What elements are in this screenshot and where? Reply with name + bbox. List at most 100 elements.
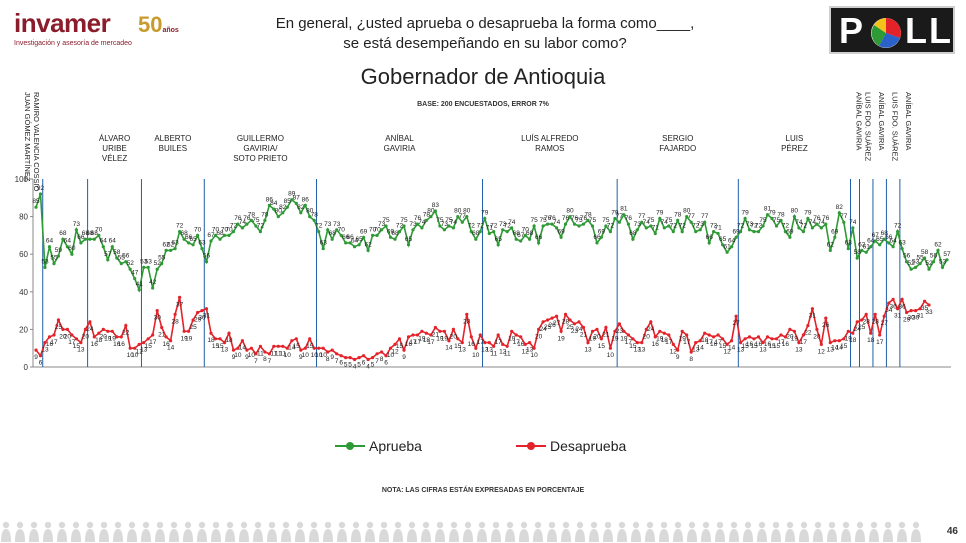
data-point-aprueba <box>348 241 352 245</box>
data-label-desaprueba: 9 <box>676 354 680 361</box>
data-label-desaprueba: 24 <box>539 326 547 333</box>
data-point-aprueba <box>371 233 375 237</box>
data-point-aprueba <box>456 215 460 219</box>
data-label-desaprueba: 35 <box>921 305 929 312</box>
data-point-desaprueba <box>245 348 249 352</box>
data-label-desaprueba: 12 <box>136 348 144 355</box>
data-point-aprueba <box>442 228 446 232</box>
data-point-aprueba <box>940 265 945 269</box>
data-label-desaprueba: 11 <box>270 350 277 357</box>
data-label-desaprueba: 21 <box>580 332 588 339</box>
data-label-aprueba: 78 <box>423 211 431 218</box>
data-point-aprueba <box>380 228 384 232</box>
data-label-aprueba: 62 <box>162 241 170 248</box>
data-point-desaprueba <box>797 341 801 345</box>
data-label-desaprueba: 9 <box>402 354 406 361</box>
data-label-desaprueba: 10 <box>311 352 319 359</box>
person-silhouette-icon <box>295 521 305 542</box>
person-silhouette-icon <box>267 521 277 542</box>
data-label-aprueba: 65 <box>405 236 413 243</box>
person-silhouette-icon <box>337 521 347 542</box>
data-point-aprueba <box>828 248 832 252</box>
data-point-aprueba <box>667 224 671 228</box>
data-point-aprueba <box>586 218 590 222</box>
data-point-aprueba <box>581 222 586 226</box>
data-label-aprueba: 56 <box>122 253 130 260</box>
data-label-desaprueba: 10 <box>315 352 323 359</box>
person-silhouette-icon <box>463 521 473 542</box>
data-point-aprueba <box>142 265 146 269</box>
data-point-desaprueba <box>456 337 460 341</box>
data-label-desaprueba: 12 <box>723 348 731 355</box>
data-point-desaprueba <box>375 352 379 356</box>
period-label: ANÍBAL GAVIRIA <box>855 92 864 150</box>
data-label-aprueba: 75 <box>252 217 260 224</box>
data-label-desaprueba: 33 <box>925 309 933 316</box>
data-point-desaprueba <box>65 327 69 331</box>
data-point-desaprueba <box>662 331 666 335</box>
person-silhouette-icon <box>575 521 585 542</box>
data-label-aprueba: 68 <box>329 230 337 237</box>
data-point-aprueba <box>218 237 222 241</box>
data-point-desaprueba <box>397 337 402 341</box>
data-point-aprueba <box>321 247 325 251</box>
data-point-aprueba <box>590 224 595 228</box>
data-point-desaprueba <box>644 327 648 331</box>
data-label-desaprueba: 9 <box>34 354 38 361</box>
person-silhouette-icon <box>561 521 571 542</box>
data-point-desaprueba <box>335 352 339 356</box>
person-silhouette-icon <box>589 521 599 542</box>
data-label-desaprueba: 14 <box>831 345 839 352</box>
data-label-desaprueba: 11 <box>279 350 286 357</box>
data-point-desaprueba <box>783 335 788 339</box>
data-label-desaprueba: 27 <box>732 320 740 327</box>
data-label-desaprueba: 9 <box>245 354 249 361</box>
data-point-aprueba <box>281 211 285 215</box>
data-point-desaprueba <box>483 341 487 345</box>
data-point-desaprueba <box>169 339 173 343</box>
data-point-desaprueba <box>312 346 316 350</box>
data-label-desaprueba: 20 <box>64 333 72 340</box>
data-label-aprueba: 74 <box>795 219 803 226</box>
data-label-aprueba: 82 <box>836 204 844 211</box>
data-point-aprueba <box>860 248 864 252</box>
data-label-aprueba: 64 <box>109 238 117 245</box>
data-point-aprueba <box>694 230 698 234</box>
data-label-aprueba: 75 <box>436 217 444 224</box>
data-label-aprueba: 73 <box>73 221 81 228</box>
data-label-desaprueba: 6 <box>339 360 343 367</box>
data-point-aprueba <box>272 207 276 211</box>
data-label-desaprueba: 6 <box>39 360 43 367</box>
data-point-aprueba <box>353 245 357 249</box>
data-point-aprueba <box>196 233 200 237</box>
person-silhouette-icon <box>57 521 67 542</box>
data-label-aprueba: 77 <box>840 213 848 220</box>
data-label-desaprueba: 15 <box>598 343 606 350</box>
data-label-aprueba: 57 <box>104 251 112 258</box>
data-point-aprueba <box>559 235 563 239</box>
person-silhouette-icon <box>211 521 221 542</box>
data-label-desaprueba: 10 <box>234 352 242 359</box>
page-number: 46 <box>946 526 958 537</box>
data-label-desaprueba: 13 <box>486 347 494 354</box>
data-point-aprueba <box>487 231 491 236</box>
people-silhouettes-decoration <box>1 521 921 542</box>
data-point-desaprueba <box>559 329 563 333</box>
data-point-desaprueba <box>523 342 527 346</box>
period-label: ANÍBAL GAVIRIA <box>877 92 886 150</box>
person-silhouette-icon <box>505 521 515 542</box>
data-label-desaprueba: 17 <box>665 339 673 346</box>
data-point-desaprueba <box>685 333 689 337</box>
data-label-desaprueba: 10 <box>127 352 135 359</box>
data-point-desaprueba <box>546 318 550 322</box>
data-point-aprueba <box>595 241 599 245</box>
data-point-aprueba <box>227 233 231 237</box>
data-label-desaprueba: 6 <box>384 360 388 367</box>
data-label-desaprueba: 5 <box>371 362 375 369</box>
data-label-desaprueba: 17 <box>683 339 691 346</box>
period-label: RAMIRO VALENCIA COSSIO <box>32 92 41 192</box>
data-point-aprueba <box>384 224 388 228</box>
data-point-aprueba <box>869 245 873 249</box>
data-label-aprueba: 76 <box>548 215 556 222</box>
data-label-aprueba: 64 <box>100 238 108 245</box>
